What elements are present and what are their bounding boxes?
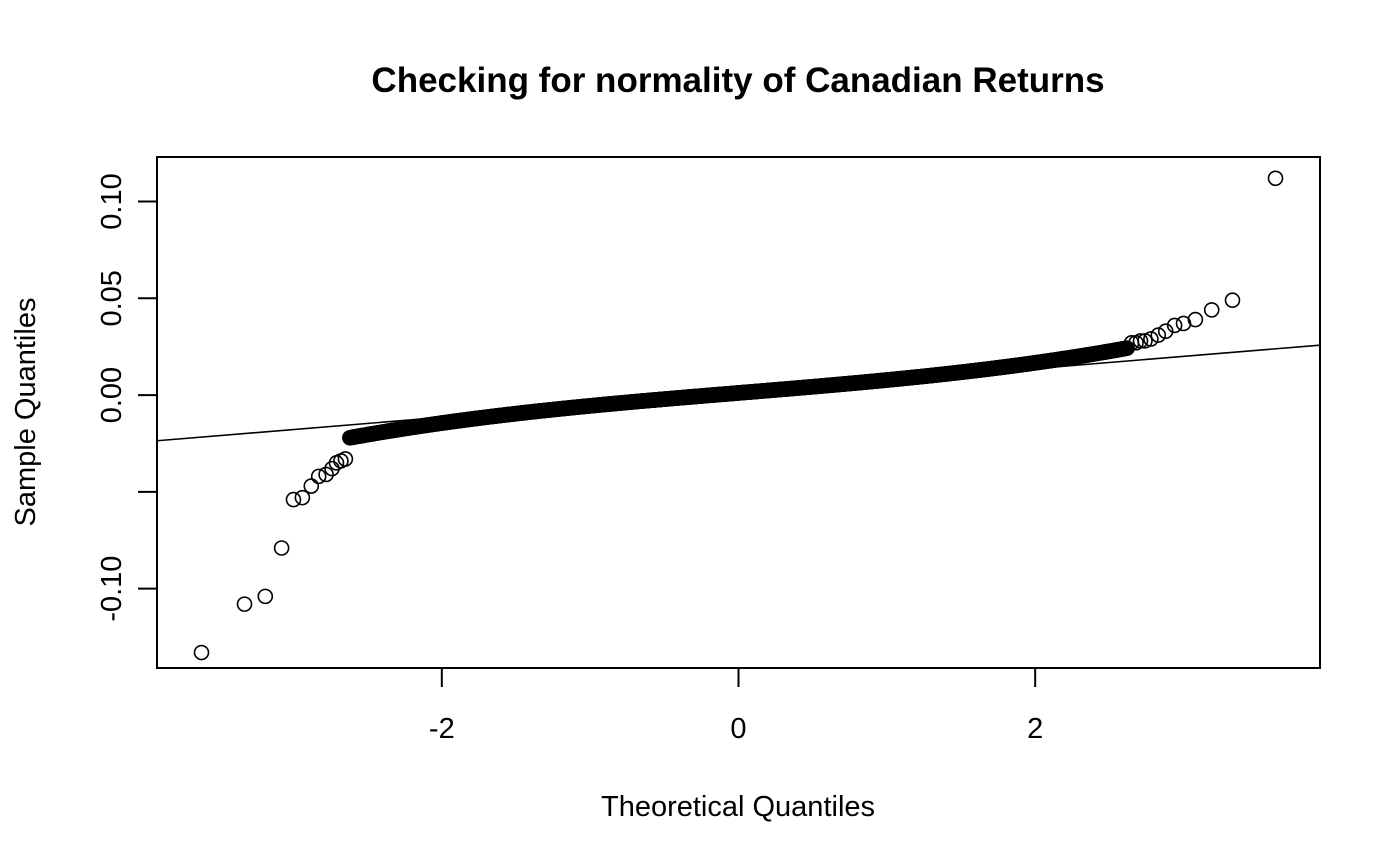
data-point	[1224, 292, 1241, 309]
x-axis: -2 0 2	[429, 668, 1043, 745]
data-point	[303, 478, 320, 494]
data-point	[1203, 302, 1220, 318]
data-point	[193, 644, 210, 661]
data-point	[1137, 333, 1153, 349]
x-tick-label: 0	[730, 713, 746, 745]
data-point	[310, 468, 327, 485]
data-point	[1157, 323, 1174, 340]
y-axis-title: Sample Quantiles	[10, 298, 42, 527]
y-tick-label: 0.05	[96, 270, 128, 326]
plot-frame	[156, 156, 1321, 669]
data-point	[1143, 331, 1159, 347]
x-tick-label: 2	[1027, 713, 1043, 745]
data-points	[193, 170, 1284, 661]
data-point	[1267, 170, 1284, 187]
data-point	[1119, 340, 1135, 356]
y-tick-label: 0.00	[96, 367, 128, 423]
x-tick-label: -2	[429, 713, 455, 745]
data-point	[236, 596, 253, 612]
data-point	[285, 491, 302, 508]
data-point	[337, 451, 354, 467]
data-point	[1132, 333, 1149, 349]
data-point	[273, 540, 290, 556]
data-point	[257, 588, 274, 605]
data-point	[294, 489, 311, 506]
data-point	[1150, 327, 1167, 343]
data-point	[1166, 317, 1183, 334]
y-tick-label: 0.10	[96, 173, 128, 229]
chart-title: Checking for normality of Canadian Retur…	[371, 61, 1104, 100]
y-tick-label: -0.10	[96, 556, 128, 622]
data-point	[1187, 311, 1204, 328]
x-axis-title: Theoretical Quantiles	[601, 791, 875, 823]
data-point	[318, 466, 334, 483]
y-axis: -0.10 0.00 0.05 0.10	[96, 173, 157, 622]
